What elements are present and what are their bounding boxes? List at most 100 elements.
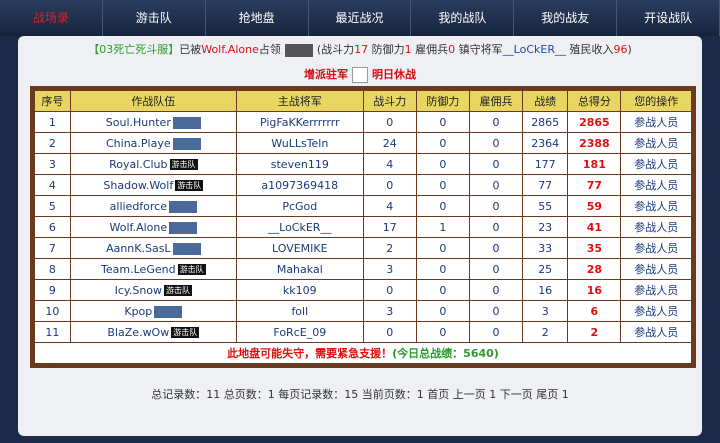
general-cell[interactable]: foll xyxy=(236,301,363,321)
team-name[interactable]: Icy.Snow xyxy=(114,283,163,297)
row: 9 Icy.Snow 游击队 kk109 0 0 0 16 16 参战人员 xyxy=(35,280,691,300)
team-name[interactable]: Wolf.Alone xyxy=(109,220,168,234)
no-cell: 2 xyxy=(35,133,70,153)
no-cell: 8 xyxy=(35,259,70,279)
nav-item[interactable]: 游击队 xyxy=(103,0,206,36)
team-icon xyxy=(169,221,198,234)
defense-cell: 0 xyxy=(416,280,469,300)
action-cell[interactable]: 参战人员 xyxy=(621,238,691,258)
label: 防御力 xyxy=(371,43,405,56)
header-cell: 战绩 xyxy=(523,91,568,111)
merc-cell: 0 xyxy=(469,301,523,321)
header-cell: 总得分 xyxy=(568,91,621,111)
record-cell: 2 xyxy=(523,322,568,342)
score-cell: 41 xyxy=(568,217,621,237)
merc-cell: 0 xyxy=(469,259,523,279)
occupier[interactable]: Wolf.Alone xyxy=(201,43,259,56)
defense-cell: 0 xyxy=(416,322,469,342)
general-cell[interactable]: kk109 xyxy=(236,280,363,300)
team-cell: China.Playe xyxy=(70,133,236,153)
general-cell[interactable]: __LoCkER__ xyxy=(236,217,363,237)
team-name[interactable]: BlaZe.wOw xyxy=(107,325,170,339)
power-cell: 3 xyxy=(363,259,416,279)
nav-item[interactable]: 我的战友 xyxy=(514,0,618,36)
row: 5 alliedforce PcGod 4 0 0 55 59 参战人员 xyxy=(35,196,691,216)
record-cell: 23 xyxy=(523,217,568,237)
defense-cell: 0 xyxy=(416,112,469,132)
team-name[interactable]: Team.LeGend xyxy=(101,262,176,276)
defense-cell: 0 xyxy=(416,175,469,195)
no-cell: 10 xyxy=(35,301,70,321)
action-cell[interactable]: 参战人员 xyxy=(621,322,691,342)
action-cell[interactable]: 参战人员 xyxy=(621,112,691,132)
team-icon xyxy=(172,137,201,150)
header-cell: 您的操作 xyxy=(621,91,691,111)
merc-cell: 0 xyxy=(469,133,523,153)
value: 17 xyxy=(354,43,369,56)
defense-cell: 0 xyxy=(416,301,469,321)
label: 战斗力 xyxy=(321,43,355,56)
action-cell[interactable]: 参战人员 xyxy=(621,280,691,300)
merc-cell: 0 xyxy=(469,280,523,300)
server: 【03死亡死斗服】 xyxy=(88,43,180,56)
team-name[interactable]: Kpop xyxy=(124,304,153,318)
action-cell[interactable]: 参战人员 xyxy=(621,196,691,216)
nav-item[interactable]: 战场录 xyxy=(0,0,103,36)
warning: 此地盘可能失守，需要紧急支援！ xyxy=(227,347,393,360)
general[interactable]: __LoCkER__ xyxy=(502,43,566,56)
general-cell[interactable]: FoRcE_09 xyxy=(236,322,363,342)
reinforce-link[interactable]: 增派驻军 xyxy=(304,68,348,81)
action-cell[interactable]: 参战人员 xyxy=(621,154,691,174)
general-cell[interactable]: a1097369418 xyxy=(236,175,363,195)
action-cell[interactable]: 参战人员 xyxy=(621,217,691,237)
merc-cell: 0 xyxy=(469,217,523,237)
nav-item[interactable]: 抢地盘 xyxy=(206,0,309,36)
team-cell: Shadow.Wolf 游击队 xyxy=(70,175,236,195)
team-cell: BlaZe.wOw 游击队 xyxy=(70,322,236,342)
nav-item[interactable]: 我的战队 xyxy=(411,0,515,36)
score-cell: 2 xyxy=(568,322,621,342)
avatar xyxy=(284,43,313,57)
record-cell: 3 xyxy=(523,301,568,321)
defense-cell: 0 xyxy=(416,196,469,216)
header-cell: 作战队伍 xyxy=(70,91,236,111)
no-cell: 5 xyxy=(35,196,70,216)
row: 6 Wolf.Alone __LoCkER__ 17 1 0 23 41 参战人员 xyxy=(35,217,691,237)
score-cell: 16 xyxy=(568,280,621,300)
general-cell[interactable]: LOVEMIKE xyxy=(236,238,363,258)
row: 11 BlaZe.wOw 游击队 FoRcE_09 0 0 0 2 2 参战人员 xyxy=(35,322,691,342)
general-cell[interactable]: PcGod xyxy=(236,196,363,216)
team-name[interactable]: alliedforce xyxy=(109,199,167,213)
nav-item[interactable]: 开设战队 xyxy=(617,0,720,36)
team-cell: alliedforce xyxy=(70,196,236,216)
header-cell: 序号 xyxy=(35,91,70,111)
total: (今日总战绩：5640) xyxy=(392,347,499,360)
team-name[interactable]: AannK.SasL xyxy=(106,241,171,255)
general-cell[interactable]: Mahakal xyxy=(236,259,363,279)
defense-cell: 0 xyxy=(416,154,469,174)
action-cell[interactable]: 参战人员 xyxy=(621,175,691,195)
team-name[interactable]: China.Playe xyxy=(106,136,171,150)
record-cell: 2364 xyxy=(523,133,568,153)
general-cell[interactable]: WuLLsTeln xyxy=(236,133,363,153)
row: 10 Kpop foll 3 0 0 3 6 参战人员 xyxy=(35,301,691,321)
team-name[interactable]: Royal.Club xyxy=(109,157,168,171)
badge: 游击队 xyxy=(171,327,200,338)
header-cell: 战斗力 xyxy=(363,91,416,111)
power-cell: 24 xyxy=(363,133,416,153)
power-cell: 2 xyxy=(363,238,416,258)
action-cell[interactable]: 参战人员 xyxy=(621,301,691,321)
general-cell[interactable]: PigFaKKerrrrrrr xyxy=(236,112,363,132)
team-name[interactable]: Shadow.Wolf xyxy=(103,178,174,192)
general-cell[interactable]: steven119 xyxy=(236,154,363,174)
merc-cell: 0 xyxy=(469,238,523,258)
no-cell: 4 xyxy=(35,175,70,195)
header-cell: 雇佣兵 xyxy=(469,91,523,111)
table: 序号 作战队伍 主战将军 战斗力 防御力 雇佣兵 战绩 总得分 您的操作 1 Soul.Hunter… xyxy=(34,90,692,364)
action-cell[interactable]: 参战人员 xyxy=(621,133,691,153)
nav-item[interactable]: 最近战况 xyxy=(309,0,412,36)
action-cell[interactable]: 参战人员 xyxy=(621,259,691,279)
team-name[interactable]: Soul.Hunter xyxy=(105,115,171,129)
truce-link[interactable]: 明日休战 xyxy=(372,68,416,81)
